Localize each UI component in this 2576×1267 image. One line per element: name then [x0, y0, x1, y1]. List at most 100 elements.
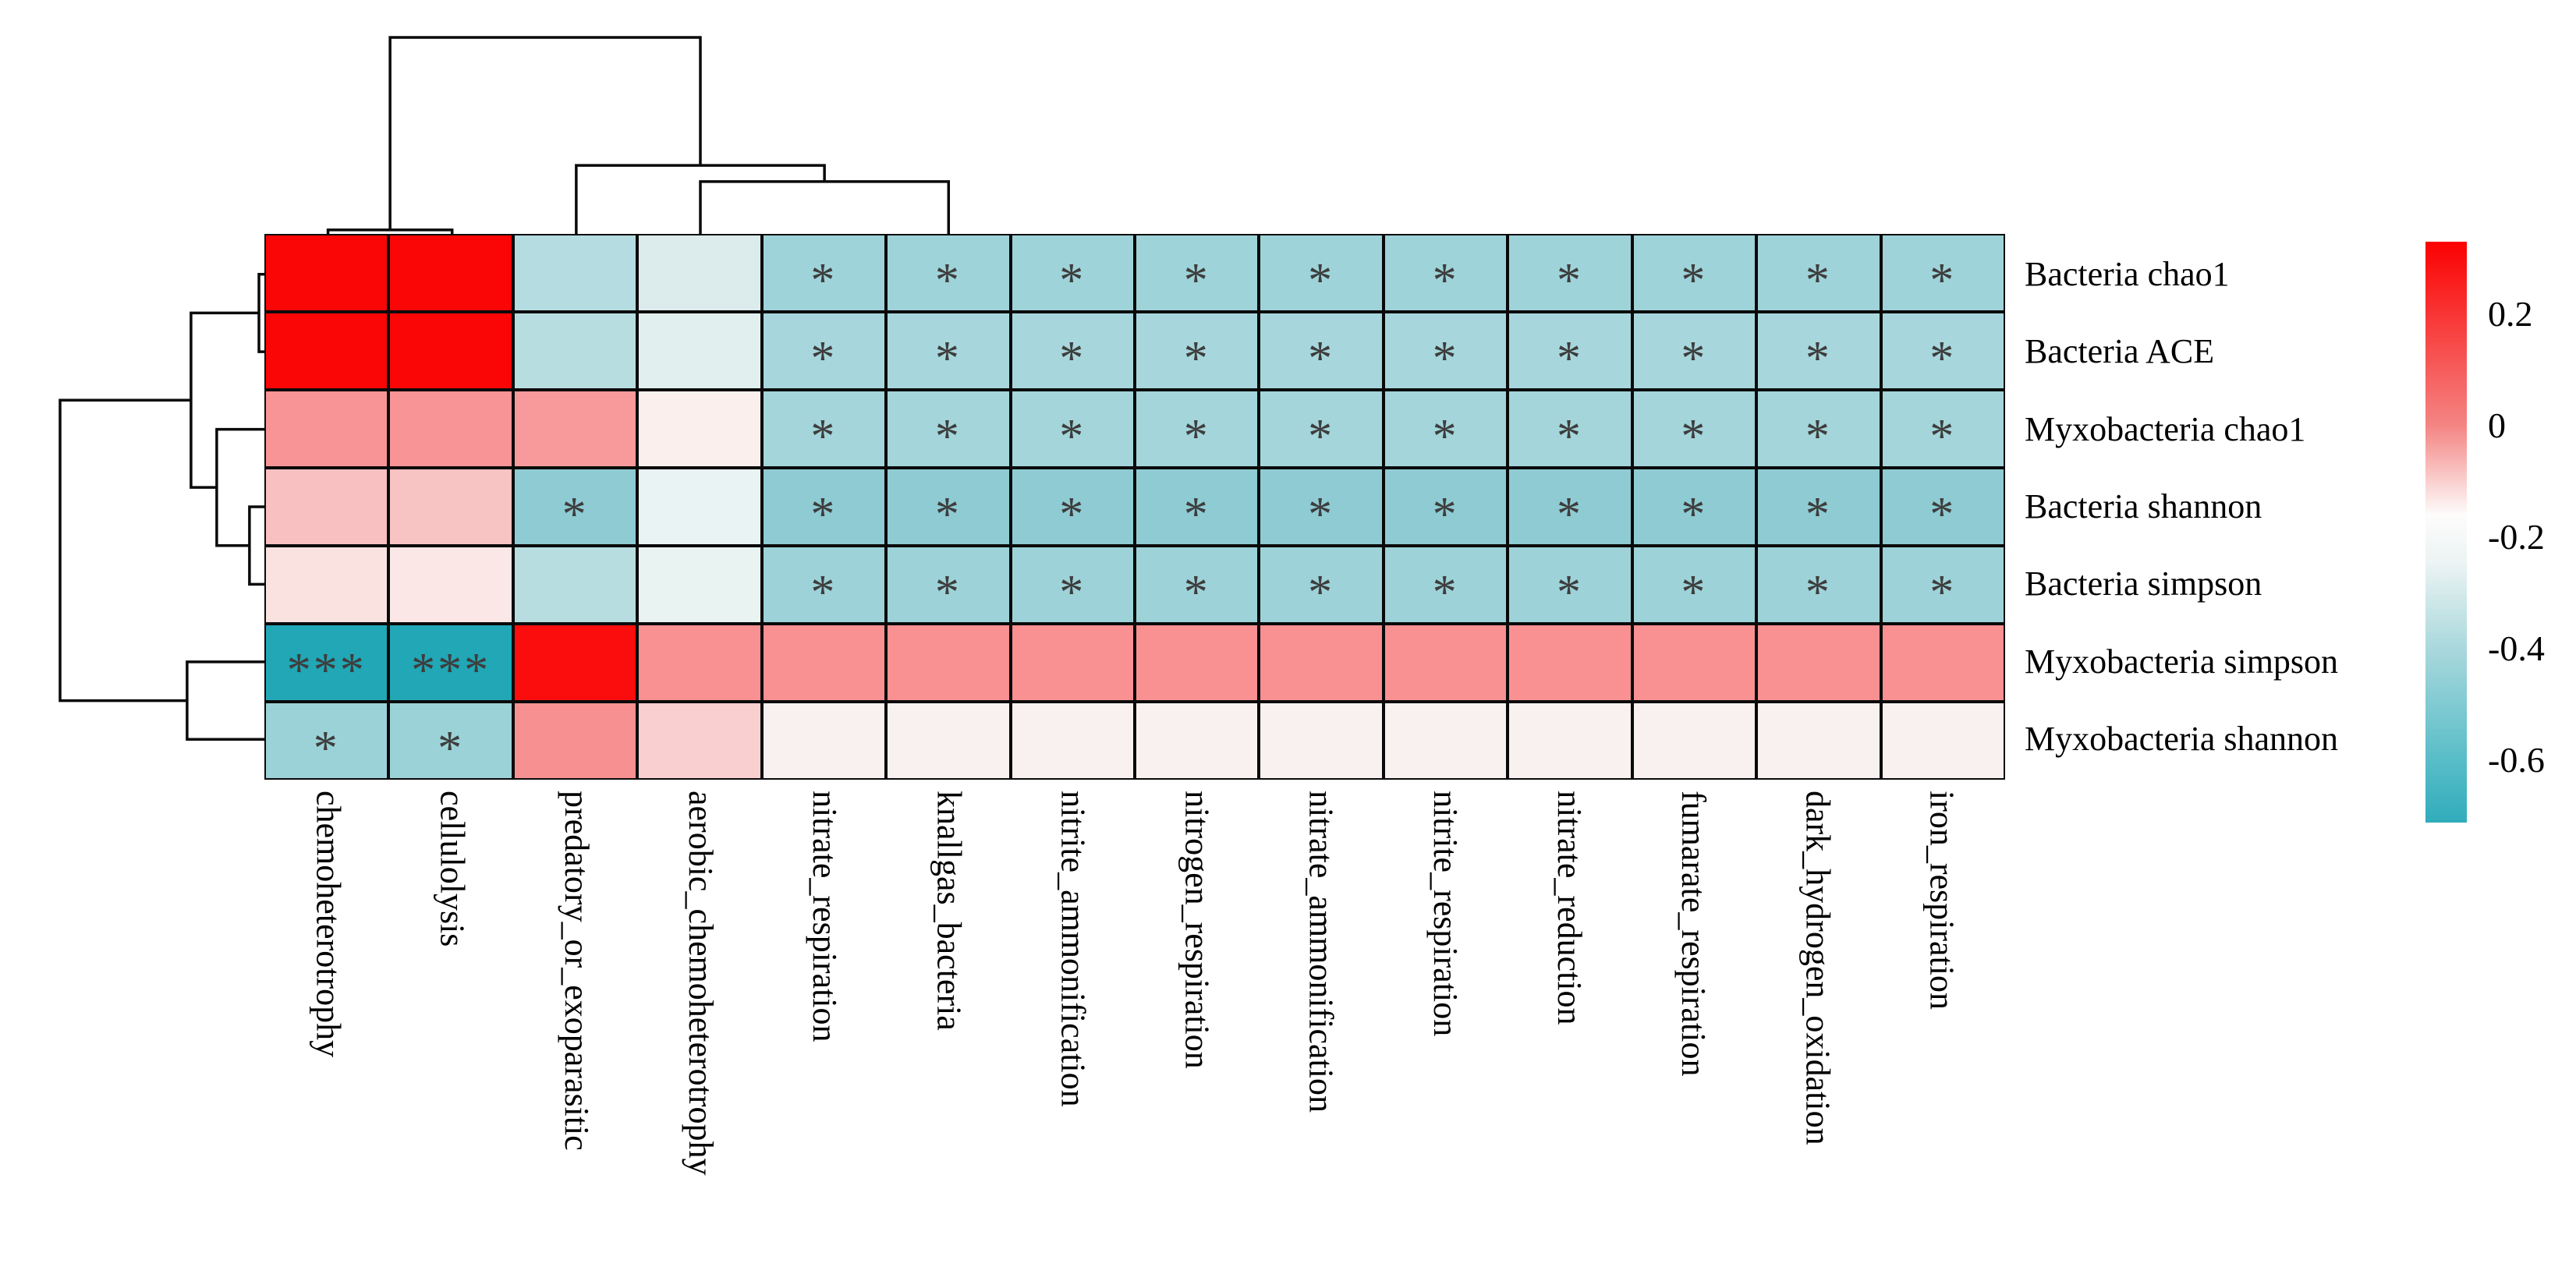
- significance-mark: *: [810, 331, 838, 385]
- significance-mark: *: [1805, 565, 1832, 619]
- significance-mark: *: [1681, 409, 1708, 463]
- heatmap-cell: [637, 312, 762, 390]
- heatmap-cell: *: [1010, 234, 1135, 312]
- heatmap-cell: *: [1383, 468, 1508, 546]
- significance-mark: *: [934, 253, 962, 307]
- significance-mark: *: [1556, 409, 1583, 463]
- dendrogram-branch: [186, 660, 266, 741]
- heatmap-cell: [761, 702, 887, 780]
- heatmap-cell: [264, 390, 389, 468]
- heatmap-cell: [1259, 702, 1384, 780]
- heatmap-cell: *: [886, 234, 1011, 312]
- heatmap-cell: [388, 312, 513, 390]
- heatmap-cell: [1010, 624, 1135, 702]
- significance-mark: *: [810, 409, 838, 463]
- dendrogram-branch: [388, 36, 702, 230]
- significance-mark: *: [1556, 487, 1583, 541]
- significance-mark: *: [1929, 565, 1957, 619]
- significance-mark: ***: [286, 643, 367, 697]
- heatmap-cell: *: [761, 234, 887, 312]
- significance-mark: *: [1308, 409, 1335, 463]
- heatmap-cell: *: [1259, 390, 1384, 468]
- significance-mark: *: [810, 487, 838, 541]
- heatmap-cell: *: [1632, 468, 1757, 546]
- heatmap-cell: *: [1756, 546, 1881, 624]
- heatmap-cell: *: [1259, 468, 1384, 546]
- heatmap-cell: *: [1135, 234, 1260, 312]
- significance-mark: *: [934, 487, 962, 541]
- column-label: predatory_or_exoparasitic: [557, 791, 596, 1151]
- dendrogram-branch: [215, 427, 266, 547]
- column-label: nitrogen_respiration: [1178, 791, 1217, 1069]
- significance-mark: *: [1681, 565, 1708, 619]
- heatmap-grid: * * * * * * * * * * * * * * * * * * * * * * * * * * * * * * * * * * * * * * * *…: [264, 234, 2005, 780]
- heatmap-cell: [1880, 702, 2005, 780]
- significance-mark: *: [1929, 487, 1957, 541]
- significance-mark: *: [1059, 331, 1086, 385]
- significance-mark: *: [1681, 487, 1708, 541]
- heatmap-cell: *: [1880, 390, 2005, 468]
- heatmap-cell: *: [1880, 546, 2005, 624]
- heatmap-cell: *: [1135, 546, 1260, 624]
- significance-mark: *: [562, 487, 589, 541]
- significance-mark: *: [934, 409, 962, 463]
- heatmap-cell: [512, 390, 638, 468]
- row-label: Bacteria simpson: [2025, 564, 2262, 603]
- heatmap-cell: [1259, 624, 1384, 702]
- heatmap-cell: [1508, 702, 1632, 780]
- row-label: Bacteria chao1: [2025, 254, 2230, 293]
- significance-mark: *: [438, 721, 465, 775]
- column-label: cellulolysis: [433, 791, 472, 947]
- significance-mark: *: [1929, 331, 1957, 385]
- heatmap-cell: *: [1383, 546, 1508, 624]
- column-label: iron_respiration: [1922, 791, 1961, 1010]
- heatmap-cell: [264, 468, 389, 546]
- column-dendrogram: [326, 36, 951, 235]
- heatmap-cell: [388, 234, 513, 312]
- significance-mark: *: [1929, 409, 1957, 463]
- heatmap-cell: *: [1135, 468, 1260, 546]
- column-label: aerobic_chemoheterotrophy: [682, 791, 720, 1176]
- row-label: Myxobacteria simpson: [2025, 642, 2339, 681]
- significance-mark: *: [1805, 253, 1832, 307]
- dendrogram-branch: [575, 164, 826, 235]
- significance-mark: *: [1556, 253, 1583, 307]
- heatmap-cell: [512, 312, 638, 390]
- significance-mark: *: [810, 253, 838, 307]
- heatmap-cell: [1383, 624, 1508, 702]
- heatmap-cell: [1135, 702, 1260, 780]
- heatmap-cell: [512, 234, 638, 312]
- heatmap-cell: *: [1010, 390, 1135, 468]
- heatmap-cell: *: [761, 390, 887, 468]
- heatmap-cell: *: [1383, 390, 1508, 468]
- heatmap-cell: *: [886, 546, 1011, 624]
- colorbar-tick-label: -0.2: [2488, 517, 2545, 557]
- heatmap-cell: [388, 468, 513, 546]
- heatmap-cell: [264, 312, 389, 390]
- column-label: knallgas_bacteria: [930, 791, 969, 1031]
- significance-mark: *: [1308, 253, 1335, 307]
- heatmap-cell: [512, 624, 638, 702]
- significance-mark: *: [1432, 253, 1459, 307]
- colorbar: [2425, 242, 2467, 823]
- significance-mark: *: [1805, 487, 1832, 541]
- column-label: nitrate_ammonification: [1302, 791, 1341, 1113]
- heatmap-cell: *: [1632, 390, 1757, 468]
- significance-mark: *: [1432, 409, 1459, 463]
- significance-mark: *: [1308, 565, 1335, 619]
- dendrogram-branch: [248, 505, 266, 586]
- heatmap-cell: ***: [388, 624, 513, 702]
- significance-mark: *: [934, 565, 962, 619]
- heatmap-cell: *: [1508, 468, 1632, 546]
- heatmap-cell: *: [1259, 234, 1384, 312]
- heatmap-cell: *: [1508, 234, 1632, 312]
- heatmap-cell: *: [1259, 546, 1384, 624]
- significance-mark: *: [1929, 253, 1957, 307]
- column-label: nitrate_respiration: [806, 791, 845, 1042]
- heatmap-cell: [264, 234, 389, 312]
- row-label: Bacteria ACE: [2025, 332, 2215, 371]
- row-label: Bacteria shannon: [2025, 487, 2262, 526]
- heatmap-cell: *: [886, 312, 1011, 390]
- heatmap-cell: [1756, 624, 1881, 702]
